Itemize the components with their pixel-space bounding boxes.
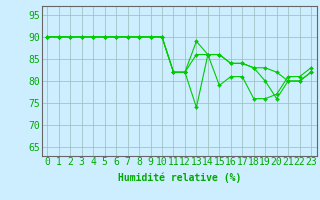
X-axis label: Humidité relative (%): Humidité relative (%) (117, 173, 241, 183)
